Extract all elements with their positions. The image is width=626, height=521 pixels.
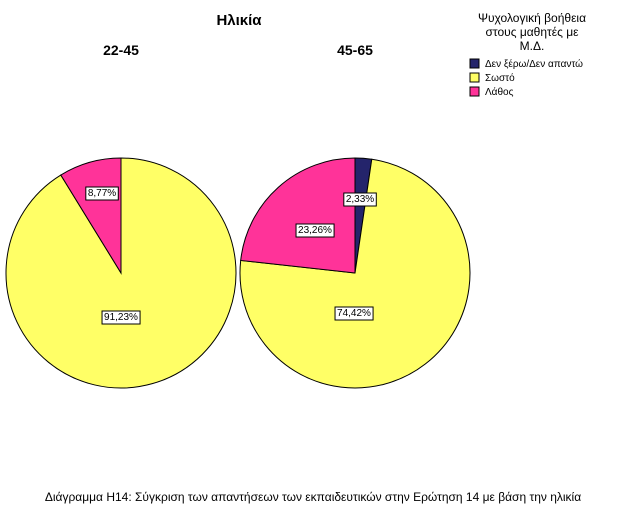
data-label-box-2-dont-know	[343, 192, 377, 207]
legend-swatch-correct	[469, 72, 480, 83]
pie-slice-2-wrong	[240, 157, 356, 274]
panel-label-1: 22-45	[103, 42, 139, 58]
data-label-box-1-wrong	[85, 186, 119, 201]
pie-panel-1: 22-45 91,23% 8,77%	[5, 42, 237, 389]
pie-slice-1-correct	[5, 157, 237, 389]
legend-title-line-1: Ψυχολογική βοήθεια	[478, 11, 586, 25]
chart-title: Ηλικία	[216, 12, 262, 29]
panel-label-2: 45-65	[337, 42, 373, 58]
data-label-1-correct: 91,23%	[104, 312, 138, 323]
legend: Ψυχολογική βοήθεια στους μαθητές με Μ.Δ.…	[469, 11, 586, 98]
legend-swatch-wrong	[469, 86, 480, 97]
legend-title-line-3: Μ.Δ.	[520, 39, 545, 53]
legend-title-line-2: στους μαθητές με	[486, 25, 580, 39]
data-label-2-correct: 74,42%	[337, 308, 371, 319]
legend-label-wrong: Λάθος	[485, 86, 514, 98]
data-label-1-wrong: 8,77%	[88, 188, 116, 199]
legend-label-correct: Σωστό	[485, 72, 515, 84]
data-label-box-1-correct	[101, 310, 141, 325]
figure-caption: Διάγραμμα Η14: Σύγκριση των απαντήσεων τ…	[44, 490, 582, 504]
pie-slice-2-correct	[239, 158, 471, 389]
data-label-2-dont-know: 2,33%	[346, 194, 374, 205]
legend-swatch-dont-know	[469, 58, 480, 69]
pie-45-65: 2,33% 74,42% 23,26%	[239, 157, 471, 389]
pie-22-45: 91,23% 8,77%	[5, 157, 237, 389]
data-label-box-2-correct	[334, 306, 374, 321]
pie-panel-2: 45-65 2,33% 74,42% 23,26%	[239, 42, 471, 389]
data-label-2-wrong: 23,26%	[298, 225, 332, 236]
legend-label-dont-know: Δεν ξέρω/Δεν απαντώ	[485, 58, 583, 70]
data-label-box-2-wrong	[295, 223, 335, 238]
